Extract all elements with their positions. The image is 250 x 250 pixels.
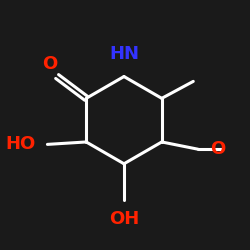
Text: OH: OH [109,210,139,228]
Text: O: O [210,140,226,158]
Text: HN: HN [109,45,139,63]
Text: O: O [42,56,58,74]
Text: HO: HO [5,136,35,154]
